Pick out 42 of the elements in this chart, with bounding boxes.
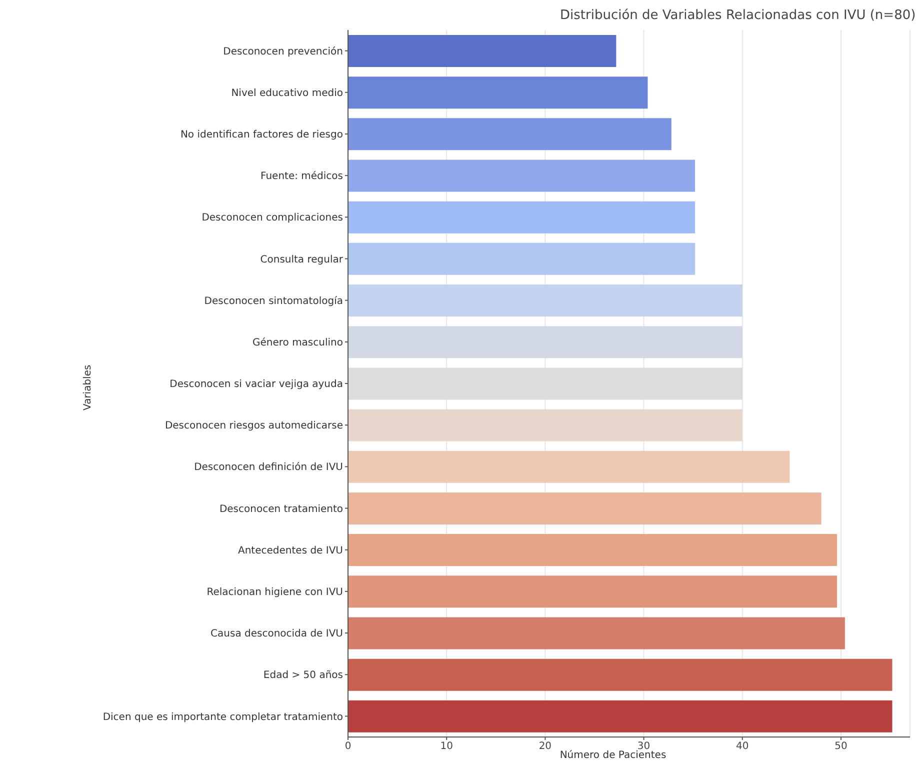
y-tick-label: Desconocen complicaciones xyxy=(202,212,343,224)
bar xyxy=(348,492,822,524)
y-tick-label: Desconocen prevención xyxy=(223,46,343,58)
bar xyxy=(348,576,838,608)
bar xyxy=(348,617,845,650)
bar xyxy=(348,700,892,732)
bar xyxy=(348,118,672,150)
y-tick-label: Desconocen tratamiento xyxy=(219,504,343,515)
y-tick-label: Género masculino xyxy=(252,337,343,348)
y-tick-label: Desconocen riesgos automedicarse xyxy=(164,420,343,432)
bar xyxy=(348,160,696,192)
bar xyxy=(348,326,742,358)
y-tick-label: Desconocen sintomatología xyxy=(204,296,343,307)
x-tick-label: 40 xyxy=(736,741,749,752)
x-tick-label: 0 xyxy=(344,741,352,752)
bar xyxy=(348,534,838,566)
y-tick-label: Consulta regular xyxy=(260,254,344,266)
y-tick-label: Dicen que es importante completar tratamiento xyxy=(102,712,343,723)
y-tick-label: Desconocen definición de IVU xyxy=(194,462,343,474)
y-tick-label: Edad > 50 años xyxy=(263,670,343,682)
y-tick-label: Nivel educativo medio xyxy=(231,88,343,99)
bar xyxy=(348,34,616,67)
bar xyxy=(348,409,742,442)
bar xyxy=(348,658,892,691)
y-tick-label: Relacionan higiene con IVU xyxy=(206,586,343,598)
x-axis-title: Número de Pacientes xyxy=(560,750,666,761)
y-tick-label: Fuente: médicos xyxy=(260,171,343,182)
y-tick-label: No identifican factores de riesgo xyxy=(180,130,343,141)
x-tick-label: 30 xyxy=(637,741,650,752)
y-tick-label: Causa desconocida de IVU xyxy=(210,628,343,640)
bar xyxy=(348,450,790,483)
bar xyxy=(348,76,648,109)
bar xyxy=(348,284,742,317)
y-tick-label: Desconocen si vaciar vejiga ayuda xyxy=(170,379,343,390)
y-axis-title: Variables xyxy=(82,364,94,410)
bar xyxy=(348,201,696,234)
y-tick-label: Antecedentes de IVU xyxy=(238,545,343,556)
x-tick-label: 20 xyxy=(538,741,552,752)
x-tick-label: 50 xyxy=(834,741,848,752)
x-tick-label: 10 xyxy=(440,741,453,752)
bar xyxy=(348,242,696,275)
chart-title: Distribución de Variables Relacionadas con IVU (n=80) xyxy=(560,8,916,23)
